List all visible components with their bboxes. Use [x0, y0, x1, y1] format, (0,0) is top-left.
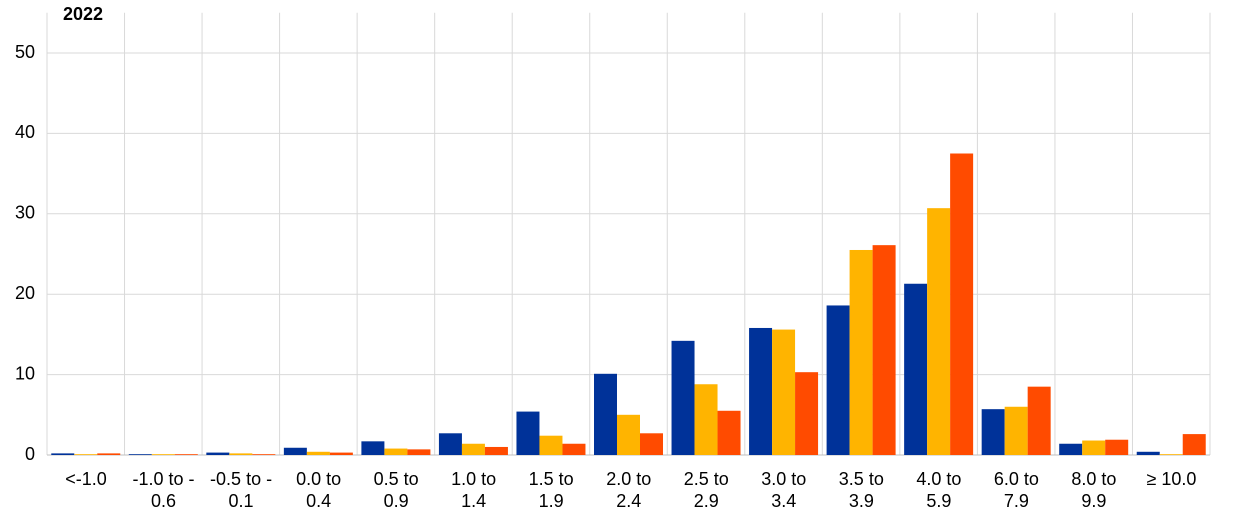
bar — [717, 410, 741, 455]
x-tick-label: 1.0 to 1.4 — [451, 469, 497, 511]
bar — [484, 446, 508, 455]
bar — [461, 443, 485, 455]
bar — [1004, 406, 1028, 455]
bar — [950, 153, 974, 455]
bar — [252, 454, 276, 455]
x-tick-label: 0.5 to 0.9 — [373, 469, 419, 511]
x-tick-label: 2.0 to 2.4 — [606, 469, 652, 511]
x-tick-label: ≥ 10.0 — [1146, 469, 1197, 489]
bar — [772, 329, 796, 455]
bar — [849, 249, 873, 455]
x-tick-label: 2.5 to 2.9 — [683, 469, 729, 511]
bar — [981, 409, 1005, 455]
bar — [671, 340, 695, 455]
bar — [174, 454, 198, 455]
x-tick-label: -1.0 to - 0.6 — [132, 469, 195, 511]
y-tick-label: 50 — [15, 42, 35, 62]
bar — [1027, 386, 1051, 455]
bar — [872, 245, 896, 455]
bar — [927, 208, 951, 455]
x-tick-label: 3.5 to 3.9 — [838, 469, 884, 511]
y-tick-label: 0 — [25, 444, 35, 464]
bar — [795, 372, 819, 455]
bar — [1059, 443, 1083, 455]
x-tick-label: 6.0 to 7.9 — [993, 469, 1039, 511]
bar — [97, 453, 121, 455]
bar — [407, 449, 431, 455]
bar — [516, 411, 540, 455]
bar — [361, 441, 385, 455]
bar — [1159, 454, 1183, 455]
bar — [151, 454, 175, 455]
bar — [51, 453, 75, 455]
x-tick-label: 4.0 to 5.9 — [916, 469, 962, 511]
bar — [206, 452, 230, 455]
bar — [229, 453, 253, 455]
bar — [1105, 439, 1129, 455]
bar — [694, 384, 718, 455]
bar — [1082, 440, 1106, 455]
y-tick-label: 20 — [15, 283, 35, 303]
bar — [128, 454, 152, 455]
x-tick-label: 3.0 to 3.4 — [761, 469, 807, 511]
bar — [329, 452, 353, 455]
bar — [640, 433, 663, 455]
bar — [826, 305, 850, 455]
bar — [904, 283, 928, 455]
chart-title: 2022 — [63, 4, 104, 24]
bar — [749, 327, 773, 455]
x-tick-label: 0.0 to 0.4 — [296, 469, 342, 511]
y-tick-label: 30 — [15, 203, 35, 223]
bar — [283, 447, 307, 455]
bar — [384, 448, 408, 455]
y-tick-label: 40 — [15, 122, 35, 142]
bar — [1136, 451, 1160, 455]
x-tick-label: 8.0 to 9.9 — [1071, 469, 1117, 511]
x-tick-label: -0.5 to - 0.1 — [210, 469, 273, 511]
bar — [438, 433, 462, 455]
x-tick-label: <-1.0 — [65, 469, 107, 489]
x-tick-label: 1.5 to 1.9 — [528, 469, 574, 511]
y-tick-label: 10 — [15, 363, 35, 383]
bar — [1182, 434, 1206, 455]
bar — [539, 435, 563, 455]
bar — [562, 443, 586, 455]
bar — [306, 451, 330, 455]
bar — [617, 414, 640, 455]
bar — [74, 454, 98, 455]
bar — [594, 373, 617, 455]
